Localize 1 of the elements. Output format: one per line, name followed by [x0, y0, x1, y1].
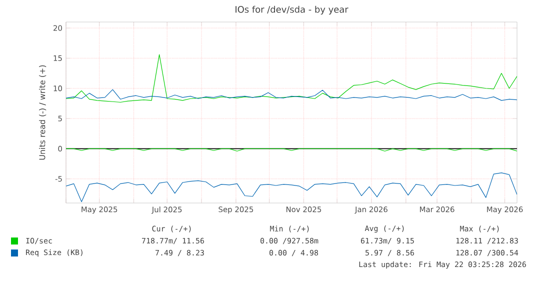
chart-title: IOs for /dev/sda - by year	[236, 6, 348, 14]
